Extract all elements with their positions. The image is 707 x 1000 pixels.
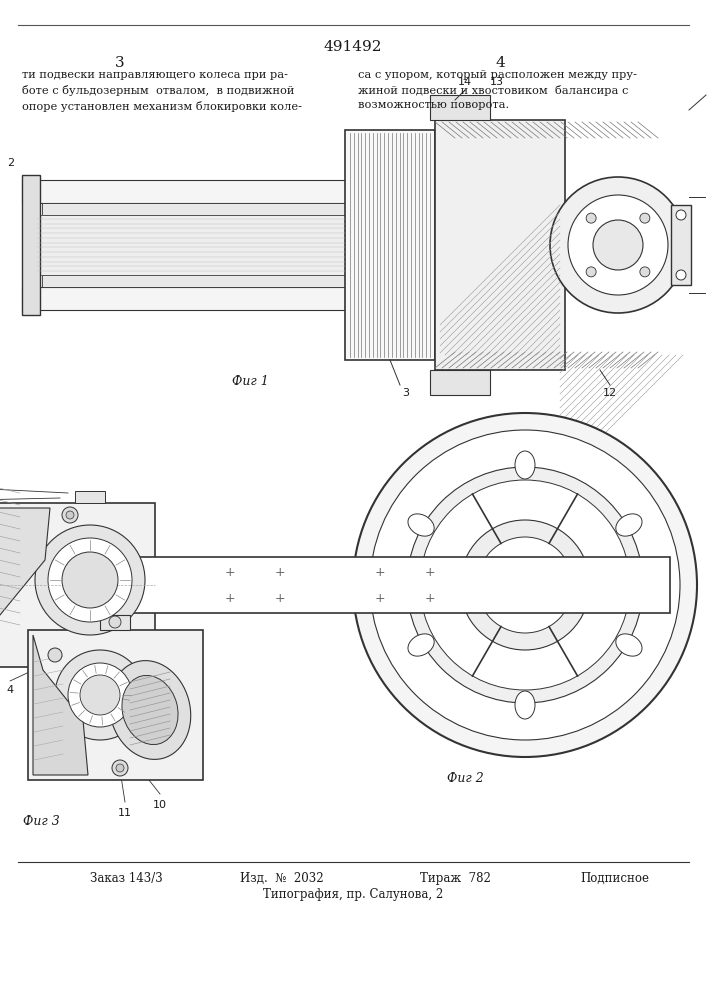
Ellipse shape: [110, 661, 191, 759]
Text: 14: 14: [458, 77, 472, 87]
Circle shape: [48, 538, 132, 622]
Circle shape: [353, 413, 697, 757]
Text: 9: 9: [76, 685, 83, 695]
Text: са с упором, который расположен между пру-
жиной подвески и хвостовиком  баланси: са с упором, который расположен между пр…: [358, 70, 637, 110]
Text: 3: 3: [402, 388, 409, 398]
Ellipse shape: [616, 634, 642, 656]
Circle shape: [550, 177, 686, 313]
Bar: [42, 203, 345, 215]
Polygon shape: [0, 508, 50, 617]
Text: Подписное: Подписное: [580, 872, 649, 885]
Ellipse shape: [122, 675, 178, 745]
Circle shape: [112, 760, 128, 776]
Text: 13: 13: [490, 77, 504, 87]
Bar: [671, 205, 691, 285]
Circle shape: [586, 213, 596, 223]
Circle shape: [68, 663, 132, 727]
Text: 12: 12: [603, 388, 617, 398]
Bar: [22, 175, 40, 315]
Circle shape: [676, 270, 686, 280]
Text: Заказ 143/3: Заказ 143/3: [90, 872, 163, 885]
Circle shape: [55, 650, 145, 740]
Text: Изд.  №  2032: Изд. № 2032: [240, 872, 324, 885]
Circle shape: [640, 213, 650, 223]
Circle shape: [640, 267, 650, 277]
Text: Тираж  782: Тираж 782: [420, 872, 491, 885]
Text: Фиг 1: Фиг 1: [232, 375, 269, 388]
Circle shape: [48, 648, 62, 662]
Circle shape: [370, 430, 680, 740]
Circle shape: [66, 511, 74, 519]
Circle shape: [116, 764, 124, 772]
Text: 10: 10: [153, 800, 167, 810]
Text: 4: 4: [495, 56, 505, 70]
Text: +: +: [425, 566, 436, 578]
Polygon shape: [33, 635, 88, 775]
Circle shape: [62, 552, 118, 608]
Ellipse shape: [515, 451, 535, 479]
Circle shape: [460, 520, 590, 650]
Text: 491492: 491492: [324, 40, 382, 54]
Bar: [0, 503, 155, 667]
Bar: [42, 275, 345, 287]
Text: 5: 5: [13, 605, 20, 615]
Bar: [28, 630, 203, 780]
Text: 11: 11: [118, 808, 132, 818]
Text: 3: 3: [115, 56, 125, 70]
Circle shape: [62, 507, 78, 523]
Bar: [345, 130, 435, 360]
Circle shape: [676, 210, 686, 220]
Text: +: +: [275, 566, 286, 578]
Circle shape: [477, 537, 573, 633]
Text: +: +: [375, 566, 385, 578]
Text: Типография, пр. Салунова, 2: Типография, пр. Салунова, 2: [263, 888, 443, 901]
Ellipse shape: [616, 514, 642, 536]
Text: 2: 2: [7, 158, 14, 168]
Text: 4: 4: [6, 685, 13, 695]
Ellipse shape: [515, 691, 535, 719]
Bar: [430, 370, 490, 395]
Circle shape: [593, 220, 643, 270]
Bar: [37, 215, 345, 275]
Circle shape: [80, 675, 120, 715]
Bar: [75, 557, 670, 613]
Text: +: +: [225, 566, 235, 578]
Text: 8: 8: [42, 685, 49, 695]
Circle shape: [109, 616, 121, 628]
Ellipse shape: [408, 514, 434, 536]
Bar: [100, 615, 130, 630]
Bar: [435, 120, 565, 370]
Bar: [75, 491, 105, 503]
Bar: [22, 180, 345, 203]
Text: +: +: [225, 591, 235, 604]
Text: 6: 6: [45, 595, 52, 605]
Circle shape: [420, 480, 630, 690]
Circle shape: [407, 467, 643, 703]
Text: +: +: [375, 591, 385, 604]
Bar: [22, 287, 345, 310]
Text: +: +: [425, 591, 436, 604]
Text: Фиг 2: Фиг 2: [447, 772, 484, 785]
Bar: [430, 95, 490, 120]
Ellipse shape: [408, 634, 434, 656]
Circle shape: [586, 267, 596, 277]
Circle shape: [35, 525, 145, 635]
Text: ти подвески направляющего колеса при ра-
боте с бульдозерным  отвалом,  в подвиж: ти подвески направляющего колеса при ра-…: [22, 70, 302, 112]
Circle shape: [505, 565, 545, 605]
Text: Фиг 3: Фиг 3: [23, 815, 60, 828]
Circle shape: [568, 195, 668, 295]
Text: +: +: [275, 591, 286, 604]
